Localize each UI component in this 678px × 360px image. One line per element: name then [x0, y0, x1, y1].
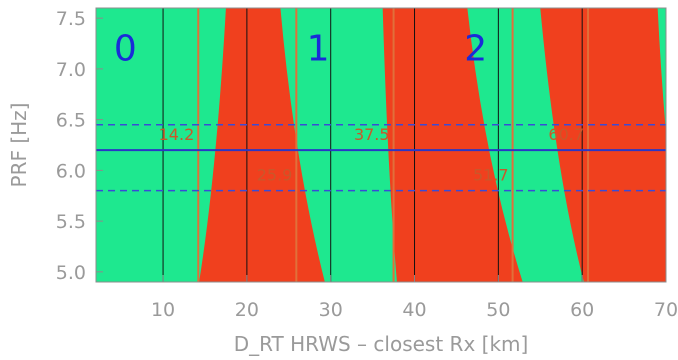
- y-tick-label: 7.0: [56, 59, 86, 81]
- zone-label: 2: [464, 29, 487, 70]
- labels-group: 14.2 25.9 37.5 51.7 60.7 0 1 2: [114, 29, 584, 185]
- band-2: [540, 8, 666, 282]
- x-tick-label: 70: [654, 299, 678, 321]
- band-0: [199, 8, 325, 282]
- marker-value-label: 14.2: [159, 125, 195, 144]
- marker-value-label: 51.7: [473, 166, 509, 185]
- zone-label: 1: [307, 29, 330, 70]
- x-tick-label: 30: [319, 299, 343, 321]
- x-tick-label: 50: [486, 299, 510, 321]
- marker-value-label: 25.9: [257, 166, 293, 185]
- y-tick-label: 5.5: [56, 211, 86, 233]
- y-tick-label: 6.0: [56, 160, 86, 182]
- marker-value-label: 60.7: [548, 125, 584, 144]
- plot-frame: [95, 7, 667, 283]
- zone-label: 0: [114, 29, 137, 70]
- y-tick-label: 6.5: [56, 110, 86, 132]
- bands-group: [199, 8, 666, 282]
- grid-group: [162, 8, 583, 282]
- x-tick-label: 20: [235, 299, 259, 321]
- y-tick-label: 7.5: [56, 8, 86, 30]
- axes-group: 10 20 30 40 50 60 705.05.56.06.57.07.5: [56, 7, 678, 321]
- y-tick-label: 5.0: [56, 262, 86, 284]
- band-1: [382, 8, 523, 282]
- x-tick-label: 60: [570, 299, 594, 321]
- x-tick-label: 10: [151, 299, 175, 321]
- marker-value-label: 37.5: [354, 125, 390, 144]
- x-axis-label: D_RT HRWS – closest Rx [km]: [234, 332, 529, 356]
- y-axis-label: PRF [Hz]: [7, 103, 31, 188]
- x-tick-label: 40: [402, 299, 426, 321]
- lines-group: [96, 8, 666, 282]
